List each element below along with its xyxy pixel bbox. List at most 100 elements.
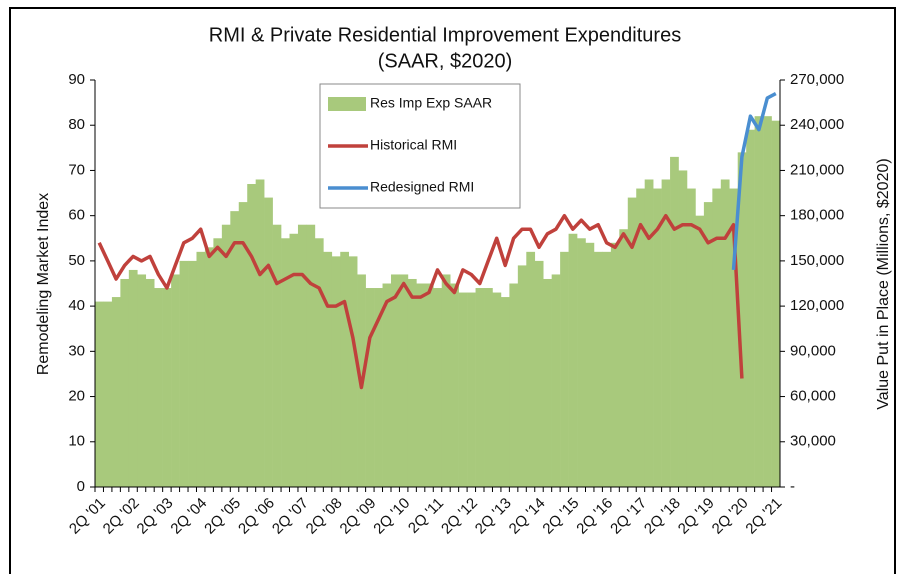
bar — [416, 283, 426, 487]
bar — [712, 188, 722, 488]
bar — [348, 256, 358, 487]
bar — [188, 260, 197, 487]
y2-tick-label: 60,000 — [790, 388, 836, 405]
bar — [678, 170, 688, 487]
line-series — [731, 92, 777, 271]
bar — [754, 116, 764, 487]
bar — [577, 238, 586, 487]
bar — [720, 179, 730, 487]
y2-tick-label: 90,000 — [790, 342, 836, 359]
bar — [729, 188, 739, 488]
bar — [272, 224, 282, 487]
bar — [610, 242, 620, 487]
bar — [323, 251, 333, 487]
y2-tick-label: 150,000 — [790, 252, 844, 269]
bar — [95, 301, 104, 487]
bar — [458, 292, 468, 487]
bar — [433, 288, 443, 487]
legend-label: Redesigned RMI — [370, 179, 474, 195]
bar — [526, 251, 536, 487]
y2-tick-label: 270,000 — [790, 71, 844, 88]
bar — [399, 274, 409, 487]
y-tick-label: 0 — [77, 478, 85, 495]
y-tick-label: 60 — [68, 207, 85, 224]
y-tick-label: 70 — [68, 161, 85, 178]
bar — [475, 288, 485, 487]
bar — [306, 224, 316, 487]
y-tick-label: 20 — [68, 388, 85, 405]
bar — [500, 297, 510, 487]
bar — [424, 283, 434, 487]
bar — [374, 288, 383, 487]
bar — [467, 292, 476, 487]
bar — [619, 229, 629, 487]
bar — [746, 129, 755, 487]
y2-tick-label: - — [790, 478, 795, 495]
bar — [196, 251, 206, 487]
bar — [390, 274, 400, 487]
bar — [568, 233, 578, 487]
bar — [484, 288, 493, 487]
bar — [111, 297, 121, 487]
bar — [602, 251, 612, 487]
bar — [593, 251, 603, 487]
y-tick-label: 10 — [68, 433, 85, 450]
legend-swatch — [328, 97, 366, 111]
bar — [137, 274, 147, 487]
bar — [213, 238, 223, 487]
bar — [560, 251, 569, 487]
y-tick-label: 90 — [68, 71, 85, 88]
y2-tick-label: 30,000 — [790, 433, 836, 450]
bar — [636, 188, 645, 488]
bar — [238, 202, 248, 487]
bar — [551, 274, 561, 487]
bar — [204, 247, 214, 487]
bar — [365, 288, 375, 487]
y2-tick-label: 210,000 — [790, 161, 844, 178]
bar — [585, 242, 595, 487]
bar — [695, 215, 705, 487]
bar — [534, 260, 544, 487]
y-tick-label: 40 — [68, 297, 85, 314]
bar — [771, 120, 781, 487]
bar — [145, 278, 155, 487]
bar — [407, 278, 417, 487]
bar — [221, 224, 231, 487]
bar — [281, 238, 290, 487]
y-tick-label: 50 — [68, 252, 85, 269]
bar — [517, 265, 527, 487]
y2-tick-label: 180,000 — [790, 207, 844, 224]
y2-tick-label: 120,000 — [790, 297, 844, 314]
bar — [492, 292, 502, 487]
y2-axis-label: Value Put in Place (Millions, $2020) — [875, 158, 892, 409]
bar — [627, 197, 637, 488]
bar — [644, 179, 654, 487]
bar — [543, 278, 552, 487]
y-tick-label: 30 — [68, 342, 85, 359]
bar — [441, 274, 451, 487]
bar — [763, 116, 772, 487]
y-axis-label: Remodeling Market Index — [35, 193, 52, 375]
y-tick-label: 80 — [68, 116, 85, 133]
bar — [289, 233, 299, 487]
bar — [450, 283, 459, 487]
bar — [103, 301, 113, 487]
chart-subtitle: (SAAR, $2020) — [378, 50, 513, 72]
y2-tick-label: 240,000 — [790, 116, 844, 133]
bar — [128, 269, 138, 487]
bar — [120, 278, 130, 487]
chart-title: RMI & Private Residential Improvement Ex… — [209, 24, 681, 46]
bar — [171, 274, 180, 487]
line-series — [97, 213, 744, 390]
bar — [670, 156, 679, 487]
bar — [179, 260, 189, 487]
bar — [340, 251, 350, 487]
bar — [247, 184, 256, 487]
bar — [314, 238, 324, 487]
bar — [230, 211, 240, 487]
bar — [653, 188, 662, 488]
bar — [686, 188, 696, 488]
bar — [737, 152, 747, 487]
bar — [297, 224, 307, 487]
